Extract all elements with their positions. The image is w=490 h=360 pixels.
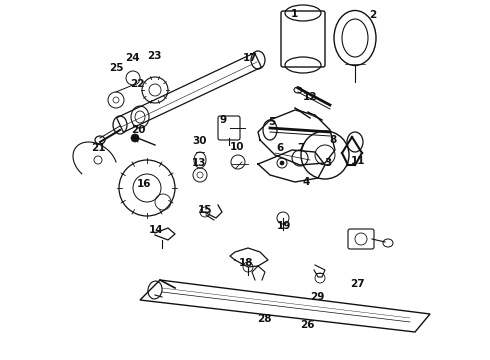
Circle shape [131, 134, 139, 142]
Text: 10: 10 [229, 142, 244, 152]
Text: 8: 8 [330, 135, 337, 145]
Text: 24: 24 [125, 53, 140, 63]
Text: 20: 20 [131, 125, 146, 135]
Text: 12: 12 [303, 92, 318, 102]
Text: 1: 1 [291, 9, 297, 19]
Text: 23: 23 [147, 51, 162, 61]
Text: 6: 6 [277, 143, 284, 153]
Text: 17: 17 [243, 53, 257, 63]
Text: 18: 18 [239, 258, 253, 268]
Circle shape [280, 161, 284, 165]
Text: 4: 4 [302, 177, 310, 187]
Text: 3: 3 [325, 158, 332, 168]
Text: 25: 25 [109, 63, 124, 73]
Text: 22: 22 [130, 78, 145, 89]
Text: 28: 28 [257, 314, 272, 324]
Text: 26: 26 [300, 320, 315, 330]
Text: 5: 5 [269, 117, 275, 127]
Text: 14: 14 [148, 225, 163, 235]
Text: 9: 9 [220, 114, 226, 125]
Text: 21: 21 [91, 143, 105, 153]
Text: 29: 29 [310, 292, 325, 302]
Text: 30: 30 [193, 136, 207, 147]
Text: 11: 11 [350, 156, 365, 166]
Text: 27: 27 [350, 279, 365, 289]
Text: 13: 13 [192, 158, 207, 168]
Text: 7: 7 [297, 143, 305, 153]
Text: 16: 16 [137, 179, 152, 189]
Text: 19: 19 [277, 221, 292, 231]
Text: 15: 15 [197, 204, 212, 215]
Text: 2: 2 [369, 10, 376, 20]
